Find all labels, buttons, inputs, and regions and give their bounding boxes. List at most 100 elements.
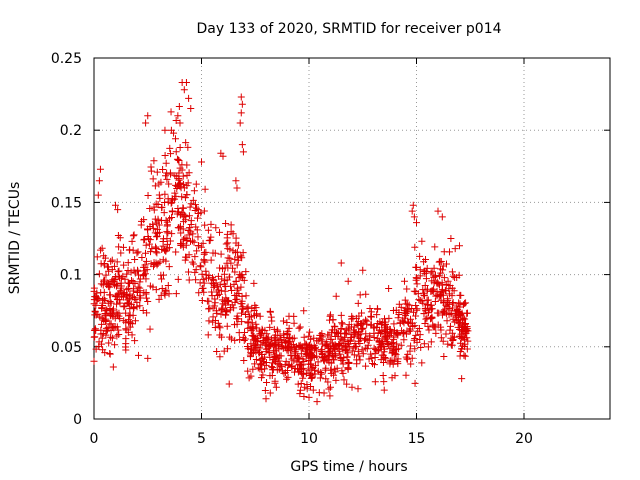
data-point (224, 264, 232, 272)
data-point (175, 176, 183, 184)
data-point (305, 393, 313, 401)
data-point (124, 266, 132, 274)
data-point (393, 340, 401, 348)
data-point (433, 309, 441, 317)
data-point (146, 282, 154, 290)
data-point (111, 314, 119, 322)
data-point (337, 353, 345, 361)
data-point (252, 355, 260, 363)
data-point (209, 313, 217, 321)
data-point (164, 195, 172, 203)
data-point (447, 235, 455, 242)
data-point (308, 374, 316, 382)
data-point (172, 290, 180, 298)
data-point (444, 297, 452, 305)
data-point (213, 282, 221, 290)
data-point (192, 180, 200, 188)
data-point (142, 294, 150, 302)
data-point (242, 292, 250, 300)
data-point (431, 298, 439, 306)
data-point (363, 345, 371, 353)
data-point (403, 285, 411, 293)
data-point (442, 287, 450, 295)
data-point (285, 324, 293, 332)
data-point (374, 346, 382, 354)
data-point (424, 343, 432, 351)
data-point (337, 325, 345, 333)
data-point (95, 342, 103, 350)
data-point (416, 252, 424, 260)
data-point (352, 343, 360, 351)
data-point (416, 331, 424, 339)
data-point (207, 256, 215, 264)
data-point (205, 274, 213, 282)
data-point (199, 275, 207, 283)
data-point (219, 152, 227, 160)
data-point (233, 248, 241, 256)
data-point (117, 282, 125, 290)
data-point (432, 329, 440, 337)
data-point (111, 341, 119, 349)
data-point (149, 175, 157, 183)
data-point (181, 194, 189, 202)
data-point (250, 279, 258, 287)
data-point (98, 334, 106, 342)
data-point (111, 262, 119, 270)
data-point (266, 323, 274, 331)
data-point (139, 272, 147, 280)
data-point (185, 231, 193, 239)
data-point (324, 378, 332, 386)
data-point (131, 337, 139, 345)
data-point (233, 261, 241, 269)
data-point (422, 315, 430, 323)
data-point (456, 348, 464, 356)
data-point (236, 270, 244, 278)
data-point (158, 217, 166, 225)
data-point (359, 324, 367, 332)
data-point (209, 249, 217, 257)
data-point (442, 260, 450, 268)
data-point (222, 307, 230, 315)
data-point (311, 344, 319, 352)
data-point (292, 346, 300, 354)
data-point (240, 276, 248, 284)
data-point (270, 356, 278, 364)
data-point (271, 379, 279, 387)
data-point (218, 305, 226, 313)
data-point (437, 334, 445, 342)
data-point (178, 193, 186, 201)
data-point (309, 386, 317, 394)
data-point (184, 227, 192, 235)
data-point (126, 295, 134, 303)
data-point (191, 207, 199, 215)
data-point (326, 348, 334, 356)
axis-ticks: 0 5 10 15 20 0 0.05 0.1 0.15 0.2 0.25 (51, 51, 610, 447)
data-point (172, 135, 180, 143)
data-point (407, 360, 415, 368)
data-point (461, 315, 469, 323)
data-point (211, 317, 219, 325)
data-point (367, 308, 375, 316)
data-point (136, 302, 144, 310)
chart-title: Day 133 of 2020, SRMTID for receiver p01… (196, 21, 501, 37)
data-point (182, 139, 190, 147)
data-point (250, 312, 258, 320)
data-point (370, 334, 378, 342)
data-point (133, 249, 141, 257)
data-point (201, 221, 209, 229)
data-point (456, 311, 464, 319)
data-point (140, 236, 148, 244)
data-point (242, 268, 250, 276)
data-point (314, 367, 322, 375)
data-point (105, 339, 113, 347)
data-point (279, 317, 287, 325)
data-point (444, 277, 452, 285)
data-point (136, 284, 144, 292)
data-point (404, 319, 412, 327)
data-point (407, 342, 415, 350)
data-point (245, 374, 253, 382)
data-point (166, 144, 174, 152)
data-point (432, 271, 440, 279)
data-point (192, 276, 200, 284)
data-point (200, 288, 208, 296)
